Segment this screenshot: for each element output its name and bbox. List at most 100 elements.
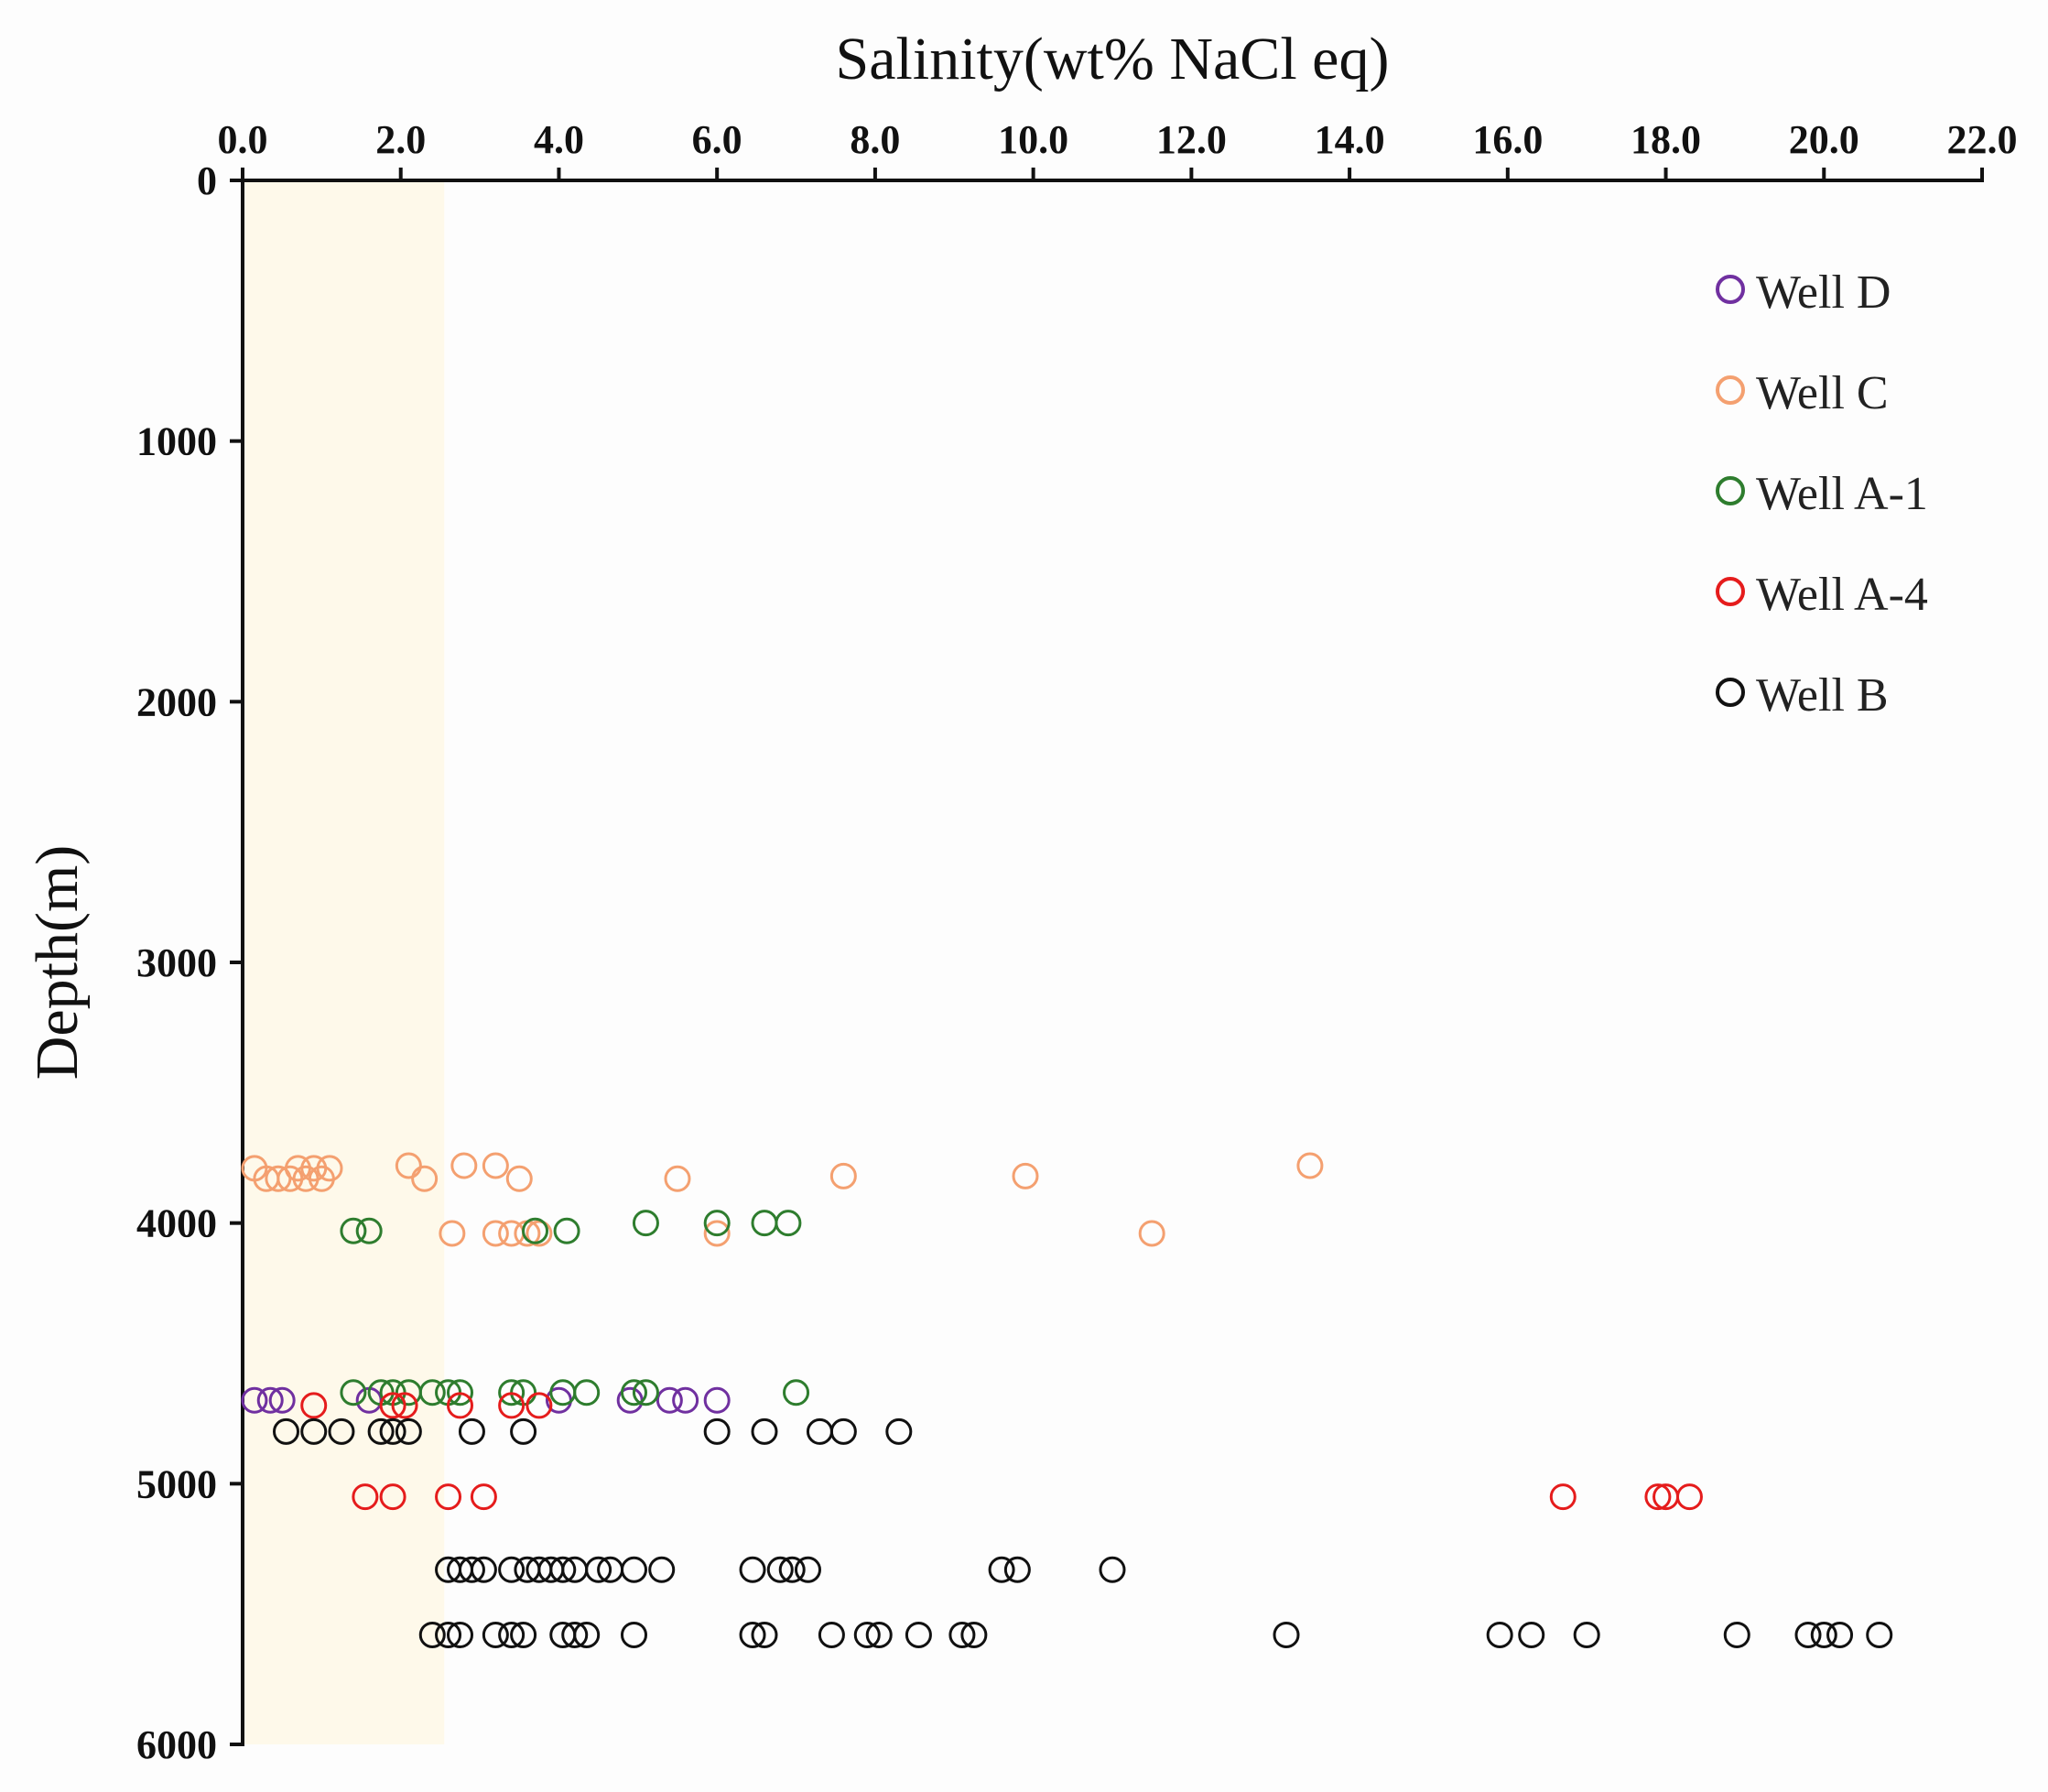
point-well-a-1 bbox=[573, 1379, 601, 1406]
point-well-c bbox=[703, 1220, 731, 1247]
x-tick-label: 16.0 bbox=[1472, 117, 1543, 162]
y-tick-label: 1000 bbox=[136, 419, 217, 464]
point-well-b bbox=[1794, 1621, 1822, 1648]
point-well-a-4 bbox=[1549, 1483, 1577, 1511]
point-well-b bbox=[458, 1417, 485, 1445]
point-well-b bbox=[739, 1556, 766, 1583]
point-well-b bbox=[703, 1417, 731, 1445]
point-well-b bbox=[1573, 1621, 1600, 1648]
x-tick-label: 20.0 bbox=[1789, 117, 1859, 162]
point-well-c bbox=[482, 1220, 509, 1247]
point-well-b bbox=[795, 1556, 821, 1583]
legend-marker-well-a-1 bbox=[1716, 476, 1745, 505]
point-well-b bbox=[447, 1621, 473, 1648]
legend-marker-well-a-4 bbox=[1716, 577, 1745, 606]
point-well-a-4 bbox=[447, 1392, 473, 1419]
legend-marker-well-c bbox=[1716, 375, 1745, 405]
point-well-a-1 bbox=[621, 1379, 647, 1406]
point-well-a-1 bbox=[703, 1210, 731, 1237]
point-well-a-1 bbox=[751, 1210, 778, 1237]
point-well-b bbox=[1723, 1621, 1750, 1648]
point-well-c bbox=[1138, 1220, 1165, 1247]
point-well-b bbox=[367, 1417, 395, 1445]
point-well-a-1 bbox=[549, 1379, 577, 1406]
point-well-d bbox=[241, 1386, 268, 1414]
x-tick-label: 2.0 bbox=[375, 117, 426, 162]
point-well-a-1 bbox=[632, 1379, 659, 1406]
point-well-a-4 bbox=[1675, 1483, 1703, 1511]
point-well-b bbox=[395, 1417, 422, 1445]
point-well-c bbox=[505, 1165, 533, 1192]
point-well-a-1 bbox=[340, 1217, 367, 1244]
data-points bbox=[241, 1152, 1893, 1648]
point-well-b bbox=[470, 1556, 497, 1583]
x-tick-label: 18.0 bbox=[1631, 117, 1701, 162]
point-well-b bbox=[751, 1621, 778, 1648]
legend-label-well-b: Well B bbox=[1756, 669, 1889, 722]
x-axis-ticks: 0.0 2.0 4.0 6.0 8.0 10.0 12.0 14.0 16.0 18.0 20.0 2… bbox=[218, 117, 2018, 180]
y-axis-title: Depth(m) bbox=[24, 845, 91, 1081]
point-well-b bbox=[1486, 1621, 1513, 1648]
point-well-b bbox=[1273, 1621, 1300, 1648]
legend-marker-well-d bbox=[1716, 275, 1745, 304]
legend-label-well-d: Well D bbox=[1756, 266, 1891, 319]
x-tick-label: 10.0 bbox=[998, 117, 1068, 162]
point-well-a-1 bbox=[447, 1379, 473, 1406]
point-well-c bbox=[526, 1220, 553, 1247]
fresh-water-band bbox=[243, 180, 445, 1744]
point-well-b bbox=[766, 1556, 794, 1583]
point-well-a-1 bbox=[775, 1210, 802, 1237]
point-well-a-1 bbox=[355, 1217, 383, 1244]
point-well-b bbox=[621, 1556, 647, 1583]
point-well-b bbox=[853, 1621, 881, 1648]
point-well-a-1 bbox=[498, 1379, 526, 1406]
legend-marker-well-b bbox=[1716, 678, 1745, 707]
point-well-b bbox=[818, 1621, 845, 1648]
point-well-c bbox=[1012, 1162, 1039, 1189]
point-well-a-4 bbox=[470, 1483, 497, 1511]
legend-label-well-a-1: Well A-1 bbox=[1756, 468, 1928, 520]
point-well-a-1 bbox=[553, 1217, 580, 1244]
x-tick-label: 12.0 bbox=[1156, 117, 1227, 162]
point-well-b bbox=[435, 1621, 462, 1648]
point-well-b bbox=[739, 1621, 766, 1648]
point-well-b bbox=[1518, 1621, 1545, 1648]
point-well-d bbox=[268, 1386, 296, 1414]
point-well-b bbox=[829, 1417, 857, 1445]
point-well-c bbox=[482, 1152, 509, 1179]
point-well-b bbox=[1826, 1621, 1854, 1648]
point-well-b bbox=[1003, 1556, 1031, 1583]
y-tick-label: 4000 bbox=[136, 1201, 217, 1246]
x-tick-label: 8.0 bbox=[850, 117, 900, 162]
point-well-a-1 bbox=[522, 1217, 549, 1244]
point-well-b bbox=[1866, 1621, 1893, 1648]
y-tick-label: 0 bbox=[197, 158, 217, 203]
y-tick-label: 5000 bbox=[136, 1461, 217, 1506]
x-tick-label: 22.0 bbox=[1947, 117, 2018, 162]
point-well-a-1 bbox=[632, 1210, 659, 1237]
legend-label-well-c: Well C bbox=[1756, 367, 1889, 419]
point-well-b bbox=[585, 1556, 612, 1583]
point-well-b bbox=[418, 1621, 446, 1648]
legend-label-well-a-4: Well A-4 bbox=[1756, 569, 1928, 621]
point-well-c bbox=[829, 1162, 857, 1189]
point-well-b bbox=[778, 1556, 806, 1583]
point-well-a-4 bbox=[379, 1483, 406, 1511]
y-tick-label: 3000 bbox=[136, 940, 217, 985]
x-tick-label: 0.0 bbox=[218, 117, 268, 162]
point-well-d bbox=[672, 1386, 699, 1414]
point-well-b bbox=[806, 1417, 833, 1445]
point-well-b bbox=[573, 1621, 601, 1648]
x-tick-label: 6.0 bbox=[692, 117, 742, 162]
point-well-d bbox=[656, 1386, 683, 1414]
point-well-d bbox=[256, 1386, 284, 1414]
point-well-b bbox=[458, 1556, 485, 1583]
point-well-b bbox=[751, 1417, 778, 1445]
point-well-b bbox=[988, 1556, 1015, 1583]
point-well-b bbox=[1099, 1556, 1126, 1583]
point-well-b bbox=[482, 1621, 509, 1648]
point-well-b bbox=[273, 1417, 299, 1445]
point-well-a-4 bbox=[526, 1392, 553, 1419]
y-tick-label: 6000 bbox=[136, 1722, 217, 1767]
